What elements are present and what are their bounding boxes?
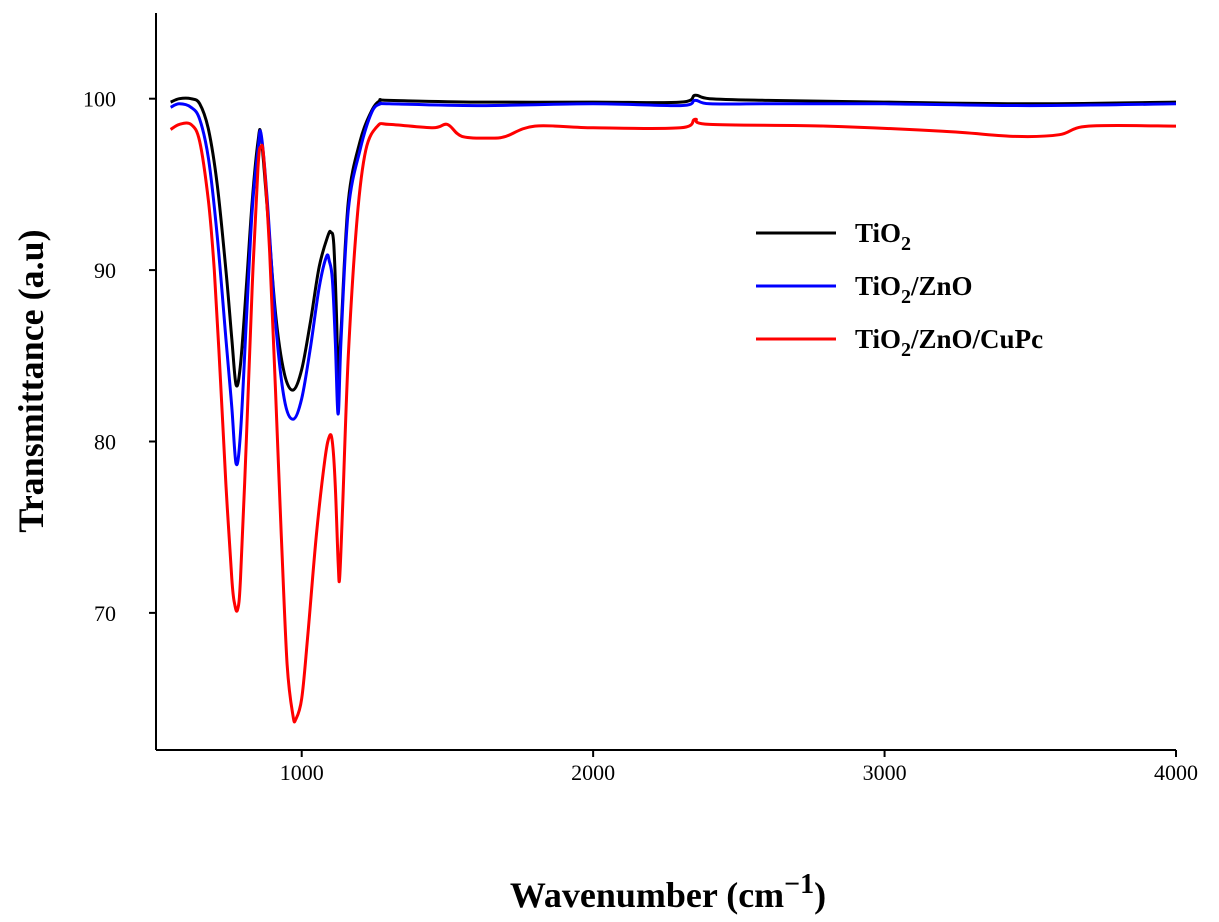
x-axis-title-close: ) [814,875,826,915]
series-line [169,117,1177,724]
legend: TiO2 TiO2/ZnO TiO2/ZnO/CuPc [756,218,1043,361]
x-axis-title: Wavenumber (cm−1) [510,869,826,915]
legend-label: TiO2/ZnO [855,271,973,308]
x-tick-label: 1000 [280,760,324,785]
y-tick-label: 70 [94,601,116,626]
series-line [170,93,1177,392]
y-tick-label: 90 [94,258,116,283]
x-axis-ticks: 1000 2000 3000 4000 [280,750,1198,785]
legend-label: TiO2/ZnO/CuPc [855,324,1043,361]
series-lines [169,93,1177,724]
x-tick-label: 4000 [1154,760,1198,785]
y-axis-ticks: 70 80 90 100 [83,87,156,626]
y-tick-label: 80 [94,429,116,454]
x-axis-title-base: Wavenumber (cm [510,875,784,915]
x-axis-title-superscript: −1 [784,869,814,900]
y-axis-title: Transmittance (a.u) [11,229,51,532]
x-tick-label: 3000 [863,760,907,785]
legend-label: TiO2 [855,218,911,255]
x-tick-label: 2000 [571,760,615,785]
y-tick-label: 100 [83,87,116,112]
plot-frame [155,13,1176,751]
series-line [169,98,1177,467]
